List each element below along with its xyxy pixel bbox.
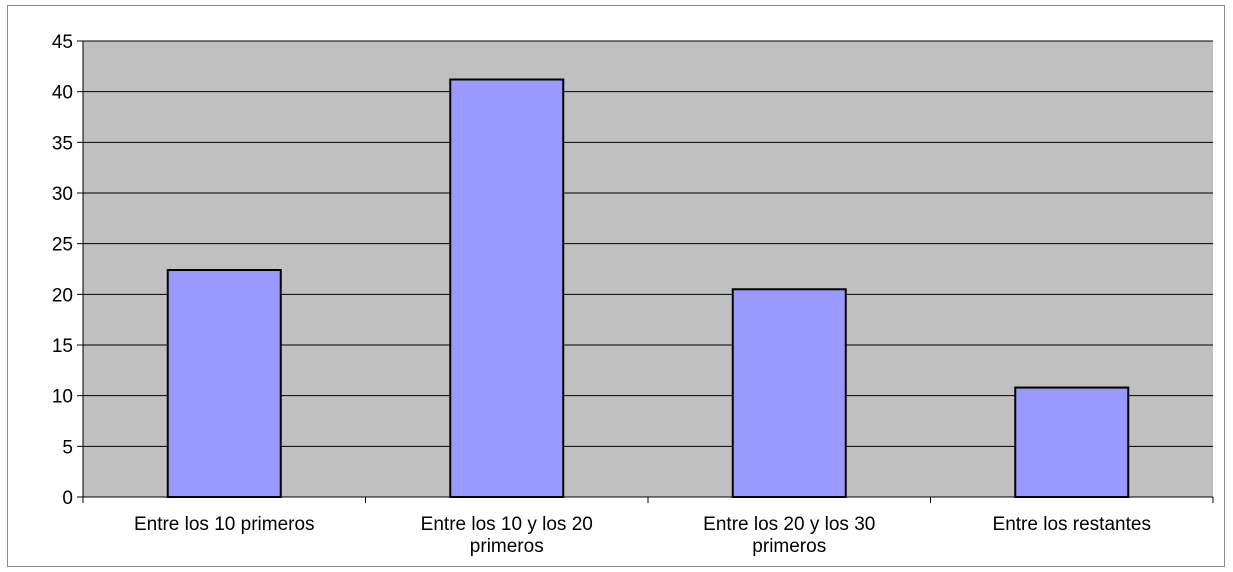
y-tick-label: 45 [52, 32, 73, 53]
y-tick-label: 0 [62, 488, 73, 509]
y-tick-label: 35 [52, 133, 73, 154]
x-category-label: Entre los 20 y los 30 primeros [703, 514, 875, 557]
y-tick-labels: 0 5 10 15 20 25 30 35 40 45 [52, 32, 73, 509]
y-tick-label: 30 [52, 184, 73, 205]
bar [166, 269, 282, 498]
y-tick-label: 10 [52, 387, 73, 408]
x-category-label: Entre los restantes [993, 514, 1151, 535]
axes [77, 40, 1214, 503]
bar [449, 78, 565, 499]
bars [166, 78, 1130, 499]
x-category-label: Entre los 10 primeros [134, 514, 315, 535]
y-tick-label: 5 [62, 437, 73, 458]
bar [1014, 386, 1130, 498]
y-tick-label: 25 [52, 235, 73, 256]
y-tick-label: 40 [52, 83, 73, 104]
x-category-label: Entre los 10 y los 20 primeros [421, 514, 593, 557]
y-tick-label: 15 [52, 336, 73, 357]
bar [731, 288, 847, 498]
x-category-labels: Entre los 10 primeros Entre los 10 y los … [134, 514, 1151, 557]
y-tick-label: 20 [52, 285, 73, 306]
